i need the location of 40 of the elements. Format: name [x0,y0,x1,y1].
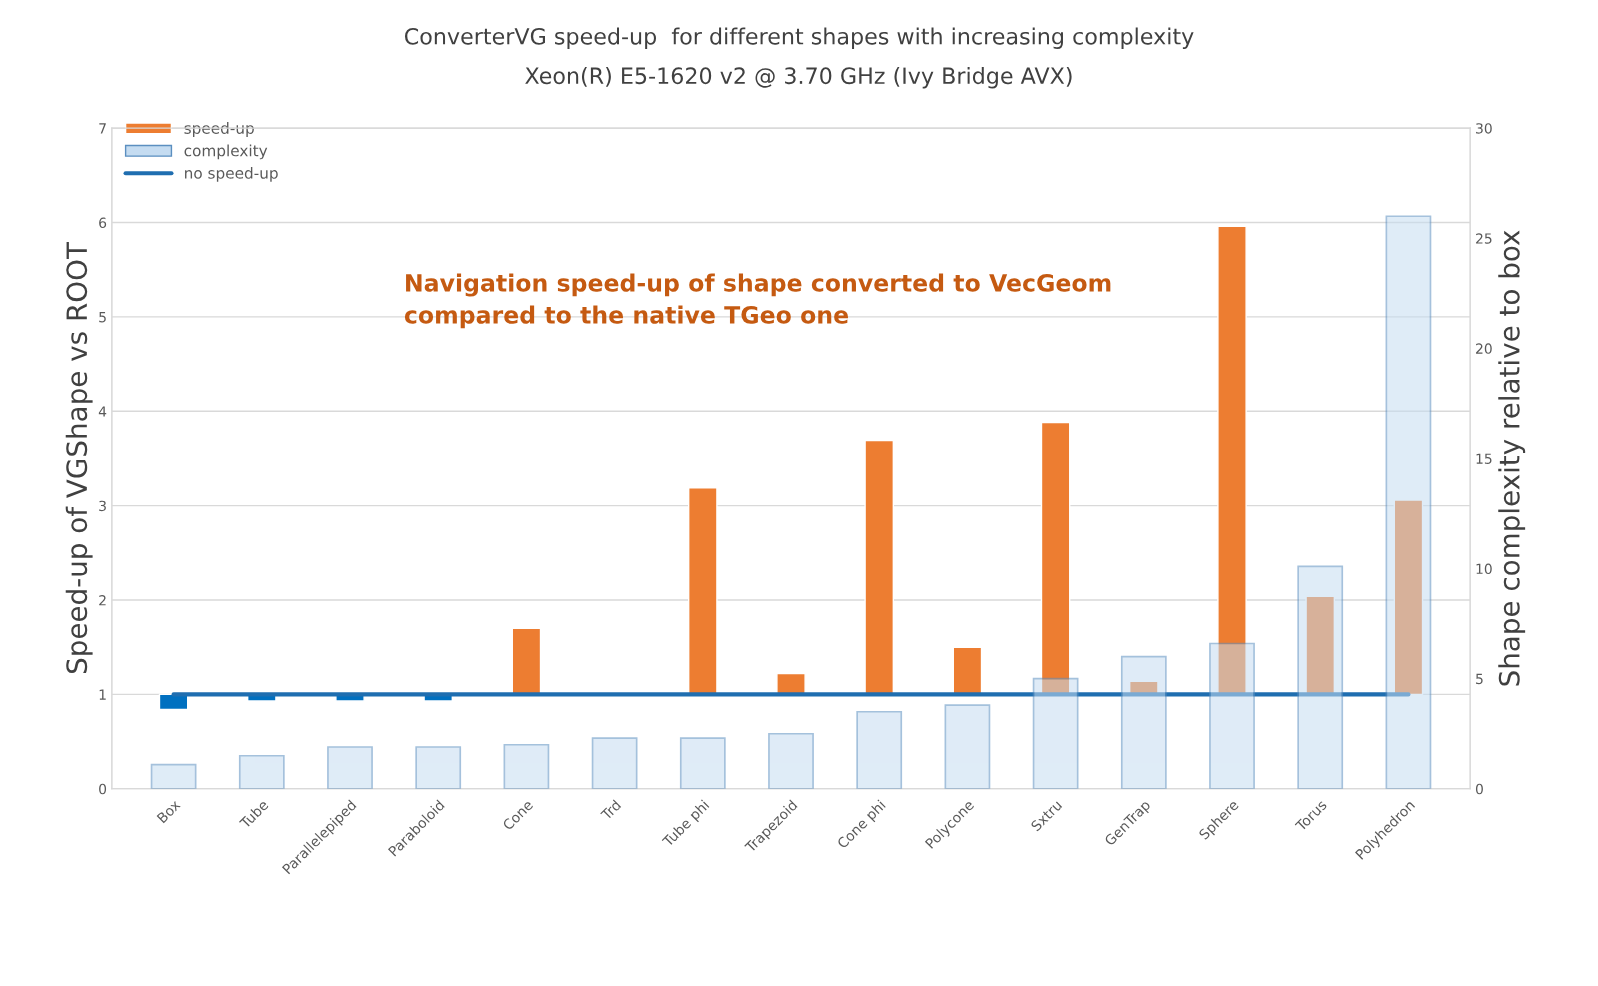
annotation: Navigation speed-up of shape converted to VecGeom compared to the native TGeo one [404,273,1111,329]
bar [238,754,285,789]
y-tick-label: 6 [99,217,107,229]
y2-tick-label: 15 [1476,453,1492,464]
bar [944,704,991,789]
y-tick-label: 5 [99,312,106,323]
y-tick-label: 7 [99,123,106,134]
y-tick-label: 4 [98,406,107,417]
y-tick-label: 3 [99,500,106,512]
bar [327,746,373,789]
bar [503,743,550,789]
y-tick-label: 0 [99,783,107,795]
bar [150,763,197,789]
legend-label: speed-up [184,122,254,137]
bar [1393,499,1424,696]
bar [679,737,726,789]
y2-tick-label: 20 [1476,343,1492,354]
bar [1120,655,1167,789]
legend-label: complexity [184,144,268,160]
y2-tick-label: 0 [1475,783,1483,795]
bar [1297,565,1344,789]
y2-tick-label: 5 [1476,673,1483,685]
x-tick-label: Box [156,799,181,824]
bar [1385,215,1432,789]
bar [591,737,638,789]
y2-tick-label: 25 [1476,233,1492,244]
legend-label: no speed-up [185,166,278,182]
y-axis-title: Speed-up of VGShape vs ROOT [65,241,93,674]
bar [856,710,903,789]
y2-tick-label: 30 [1476,123,1492,134]
x-tick-label: Trd [599,799,622,821]
y2-tick-label: 10 [1476,563,1492,575]
y2-axis-title: Shape complexity relative to box [1498,230,1526,686]
chart-subtitle: Xeon(R) E5-1620 v2 @ 3.70 GHz (Ivy Bridge AVX) [525,66,1072,89]
chart-title: ConverterVG speed-up for different shapes with increasing complexity [404,27,1194,49]
y-tick-label: 1 [99,689,106,700]
y-tick-label: 2 [99,595,106,606]
bar [415,746,462,789]
bar [768,732,814,789]
bar [1209,642,1255,789]
